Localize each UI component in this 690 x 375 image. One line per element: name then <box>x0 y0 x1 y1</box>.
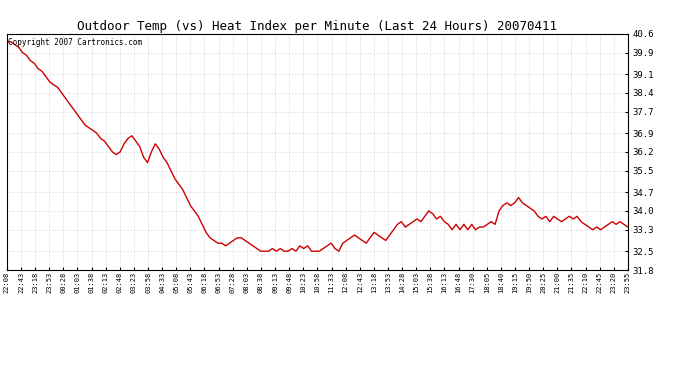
Title: Outdoor Temp (vs) Heat Index per Minute (Last 24 Hours) 20070411: Outdoor Temp (vs) Heat Index per Minute … <box>77 20 558 33</box>
Text: Copyright 2007 Cartronics.com: Copyright 2007 Cartronics.com <box>8 39 142 48</box>
